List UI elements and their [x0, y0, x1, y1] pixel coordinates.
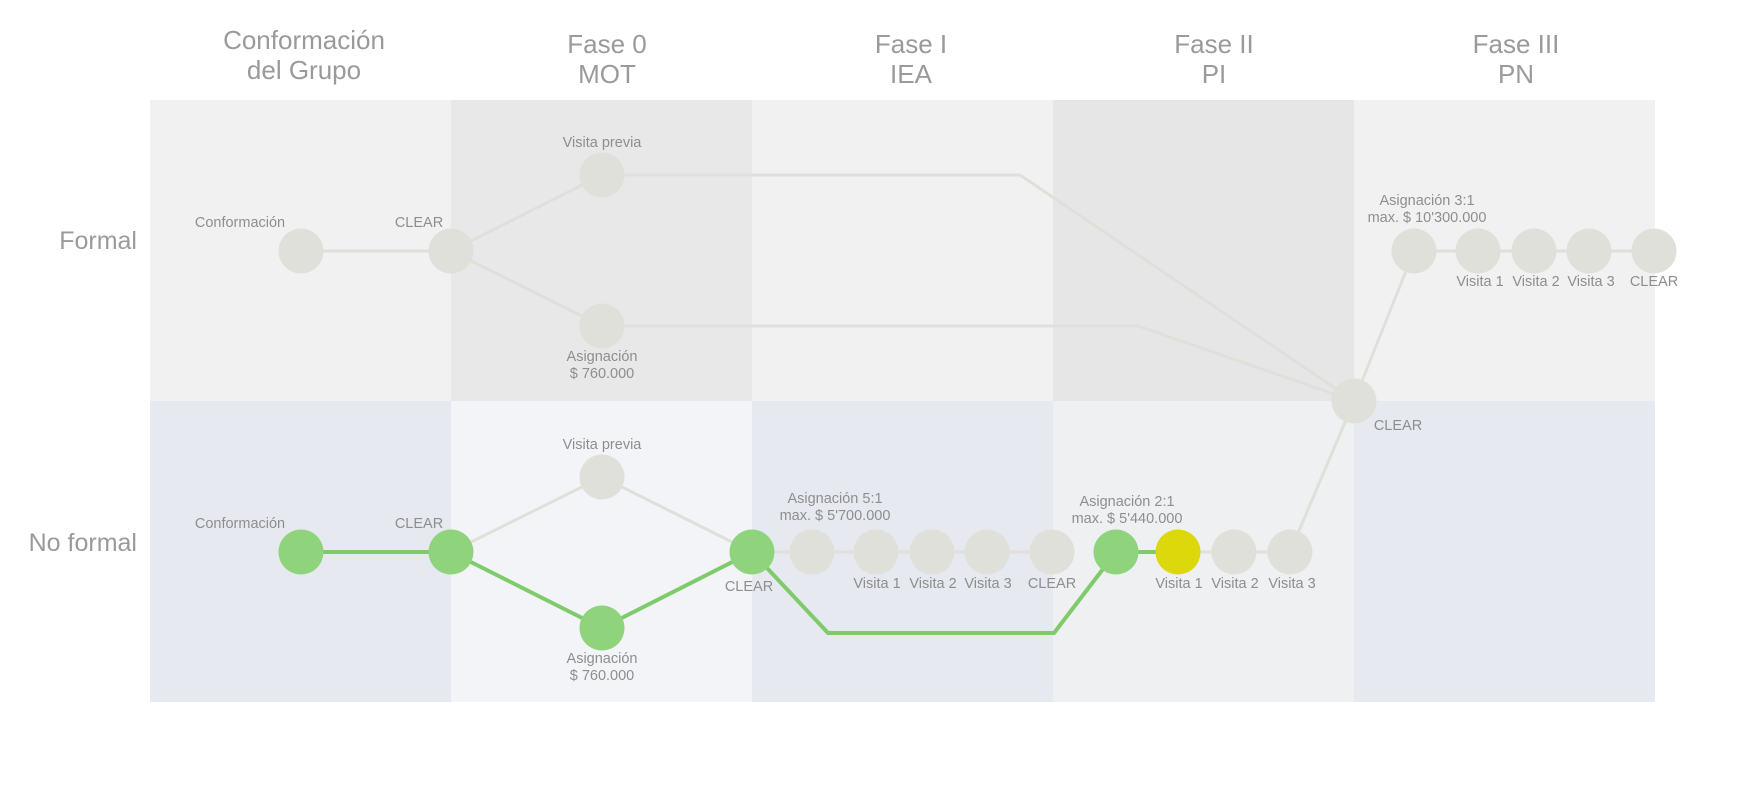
bg-noformal-fase0 [451, 401, 752, 702]
node-noformal-clear[interactable] [428, 529, 474, 575]
label-formal-asignacion-1: Asignación [567, 349, 638, 365]
node-fase2-asignacion[interactable] [1093, 529, 1139, 575]
label-noformal-asignacion-1: Asignación [567, 651, 638, 667]
connector [602, 173, 1355, 403]
label-fase2-visita1: Visita 1 [1155, 576, 1202, 592]
node-fase3-asignacion[interactable] [1391, 228, 1437, 274]
connector [1288, 400, 1356, 553]
active-connector [750, 550, 1118, 635]
connector [450, 475, 603, 554]
label-fase1-visita2: Visita 2 [909, 576, 956, 592]
node-fase1-asignacion[interactable] [789, 529, 835, 575]
connector [601, 475, 753, 554]
node-noformal-visita-previa[interactable] [579, 454, 625, 500]
label-fase1-clear: CLEAR [1028, 576, 1076, 592]
label-formal-clear: CLEAR [395, 215, 443, 231]
phase-title-fase3-line1: Fase III [1473, 29, 1560, 59]
phase-title-conformacion-line1: Conformación [223, 25, 385, 55]
label-fase1-asignacion-2: max. $ 5'700.000 [780, 508, 891, 524]
bg-noformal-fase3 [1354, 401, 1655, 702]
label-fase2-asignacion-2: max. $ 5'440.000 [1072, 511, 1183, 527]
label-formal-visita-previa: Visita previa [563, 135, 643, 151]
label-noformal-clear: CLEAR [395, 516, 443, 532]
label-formal-conformacion: Conformación [195, 215, 285, 231]
node-formal-conformacion[interactable] [278, 228, 324, 274]
label-formal-asignacion-2: $ 760.000 [570, 366, 635, 382]
label-fase2-visita3: Visita 3 [1268, 576, 1315, 592]
label-fase3-visita1: Visita 1 [1456, 274, 1503, 290]
connector [1352, 250, 1416, 402]
label-fase1-visita1: Visita 1 [853, 576, 900, 592]
label-noformal-asignacion-2: $ 760.000 [570, 668, 635, 684]
connector [602, 324, 1355, 403]
label-fase2-visita2: Visita 2 [1211, 576, 1258, 592]
node-junction-clear[interactable] [1331, 378, 1377, 424]
label-fase3-clear: CLEAR [1630, 274, 1678, 290]
node-formal-asignacion[interactable] [579, 303, 625, 349]
node-fase1-visita2[interactable] [909, 529, 955, 575]
label-fase1-visita3: Visita 3 [964, 576, 1011, 592]
phase-title-fase3-line2: PN [1498, 59, 1534, 89]
phase-title-fase0-line1: Fase 0 [567, 29, 647, 59]
phase-title-fase1-line2: IEA [890, 59, 933, 89]
row-label-no-formal: No formal [29, 529, 137, 557]
node-fase3-visita3[interactable] [1566, 228, 1612, 274]
bg-formal-fase2 [1053, 100, 1354, 401]
label-junction-clear: CLEAR [1374, 418, 1422, 434]
label-fase3-visita2: Visita 2 [1512, 274, 1559, 290]
label-fase3-asignacion-2: max. $ 10'300.000 [1368, 210, 1487, 226]
node-fase2-visita3[interactable] [1267, 529, 1313, 575]
node-fase2-visita1-current[interactable] [1155, 529, 1201, 575]
noformal-nodes [278, 454, 1313, 651]
node-fase1-visita1[interactable] [853, 529, 899, 575]
node-noformal-conformacion[interactable] [278, 529, 324, 575]
label-fase0-clear: CLEAR [725, 579, 773, 595]
phase-headers: Conformación del Grupo Fase 0 MOT Fase I… [223, 25, 1559, 89]
noformal-labels: Conformación CLEAR Visita previa Asignac… [195, 437, 1316, 684]
phase-title-fase2-line1: Fase II [1174, 29, 1253, 59]
node-formal-visita-previa[interactable] [579, 152, 625, 198]
phase-title-fase2-line2: PI [1202, 59, 1227, 89]
node-fase2-visita2[interactable] [1211, 529, 1257, 575]
label-noformal-conformacion: Conformación [195, 516, 285, 532]
label-noformal-visita-previa: Visita previa [563, 437, 643, 453]
node-fase3-visita2[interactable] [1511, 228, 1557, 274]
label-fase2-asignacion-1: Asignación 2:1 [1079, 494, 1174, 510]
background-grid [150, 100, 1655, 702]
connector [450, 173, 603, 253]
node-fase3-clear[interactable] [1631, 228, 1677, 274]
connector [450, 249, 603, 328]
node-fase1-clear[interactable] [1029, 529, 1075, 575]
label-fase3-asignacion-1: Asignación 3:1 [1379, 193, 1474, 209]
formal-labels: Conformación CLEAR Visita previa Asignac… [195, 135, 1678, 434]
phase-title-conformacion-line2: del Grupo [247, 55, 361, 85]
label-fase3-visita3: Visita 3 [1567, 274, 1614, 290]
node-fase3-visita1[interactable] [1455, 228, 1501, 274]
node-fase1-visita3[interactable] [964, 529, 1010, 575]
phase-title-fase1-line1: Fase I [875, 29, 947, 59]
label-fase1-asignacion-1: Asignación 5:1 [787, 491, 882, 507]
bg-formal-fase0 [451, 100, 752, 401]
formal-nodes [278, 152, 1677, 424]
node-fase0-clear[interactable] [729, 529, 775, 575]
node-noformal-asignacion[interactable] [579, 605, 625, 651]
row-label-formal: Formal [59, 227, 137, 255]
node-formal-clear[interactable] [428, 228, 474, 274]
phase-title-fase0-line2: MOT [578, 59, 636, 89]
bg-formal-fase1 [752, 100, 1053, 401]
